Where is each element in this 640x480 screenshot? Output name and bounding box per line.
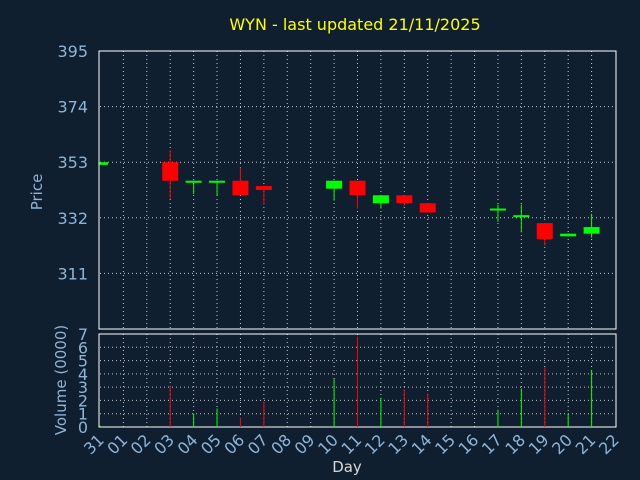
candle-body	[100, 162, 108, 165]
candle-body	[396, 195, 413, 204]
volume-tick-label: 5	[78, 352, 88, 371]
candle-body	[536, 223, 553, 239]
candle-body	[372, 195, 389, 204]
volume-tick-label: 1	[78, 405, 88, 424]
price-tick-label: 395	[57, 42, 88, 61]
price-panel-frame	[98, 50, 617, 330]
candle-body	[185, 180, 202, 183]
day-axis-label: Day	[332, 458, 362, 476]
candle-body	[326, 180, 343, 189]
candle-body	[232, 180, 249, 196]
volume-tick-label: 2	[78, 391, 88, 410]
volume-tick-label: 6	[78, 338, 88, 357]
candle-body	[513, 215, 530, 218]
candle-body	[419, 203, 436, 213]
volume-axis-label: Volume (0000)	[52, 325, 70, 435]
candle-body	[560, 233, 577, 237]
price-tick-label: 311	[57, 264, 88, 283]
day-tick-label: 22	[595, 430, 623, 458]
price-tick-label: 374	[57, 98, 88, 117]
candle-body	[209, 180, 226, 183]
day-axis-ticks: 3101020304050607080910111213141516171819…	[80, 430, 623, 458]
candle-body	[255, 186, 272, 190]
candle-body	[162, 162, 179, 181]
volume-bars	[99, 336, 593, 427]
candle-body	[583, 227, 600, 234]
price-candles	[99, 150, 600, 246]
volume-tick-label: 3	[78, 378, 88, 397]
price-axis-ticks: 395 374 353 332 311	[57, 42, 88, 283]
volume-tick-label: 0	[78, 418, 88, 437]
chart-title: WYN - last updated 21/11/2025	[229, 15, 480, 34]
price-tick-label: 332	[57, 209, 88, 228]
price-axis-label: Price	[28, 174, 46, 211]
candle-body	[349, 180, 366, 196]
volume-tick-label: 4	[78, 365, 88, 384]
volume-tick-label: 7	[78, 325, 88, 344]
candle-body	[489, 208, 506, 211]
price-tick-label: 353	[57, 153, 88, 172]
